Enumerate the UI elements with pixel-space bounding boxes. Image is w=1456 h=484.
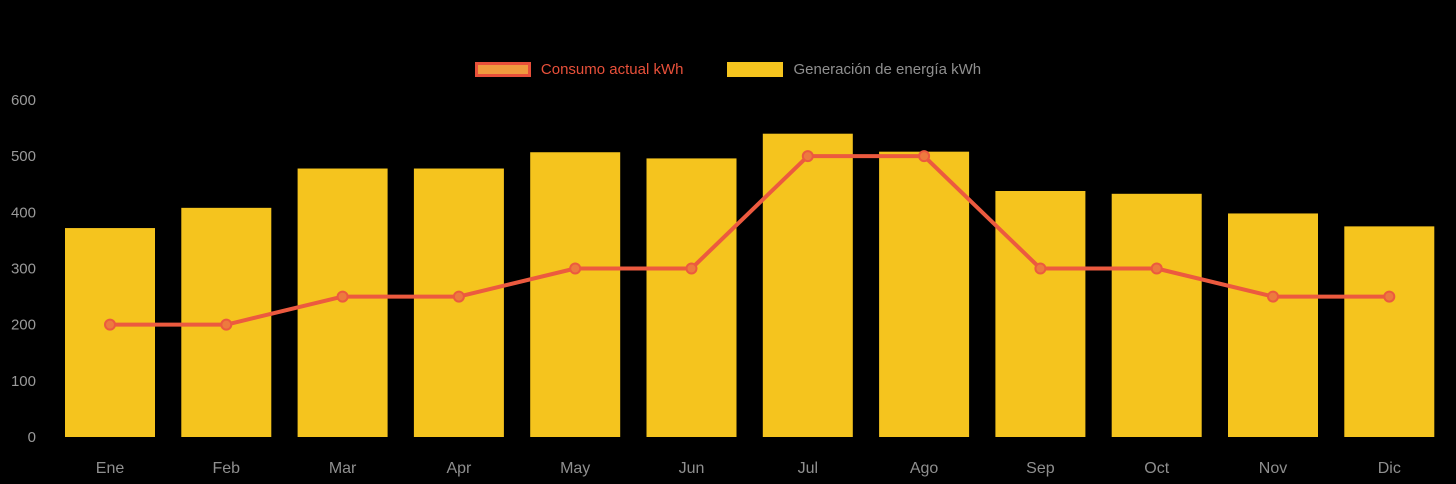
y-tick-label-100: 100 (11, 373, 36, 390)
consumo-point-sep[interactable] (1034, 262, 1047, 275)
legend-label-consumo: Consumo actual kWh (540, 61, 684, 78)
y-tick-label-600: 600 (11, 92, 36, 109)
legend-label-generacion: Generación de energía kWh (793, 61, 982, 78)
bar-jun[interactable] (646, 158, 737, 437)
bar-dic[interactable] (1344, 226, 1435, 437)
legend-item-generacion[interactable]: Generación de energía kWh (727, 62, 981, 77)
consumo-point-apr[interactable] (452, 290, 465, 303)
x-tick-label-ago: Ago (910, 460, 939, 477)
x-tick-label-feb: Feb (213, 460, 241, 477)
bar-ago[interactable] (879, 151, 970, 437)
consumo-point-oct[interactable] (1150, 262, 1163, 275)
x-tick-label-jul: Jul (798, 460, 818, 477)
y-tick-label-400: 400 (11, 204, 36, 221)
x-tick-label-jun: Jun (679, 460, 705, 477)
y-tick-label-0: 0 (28, 429, 36, 446)
x-tick-label-dic: Dic (1378, 460, 1401, 477)
x-tick-label-may: May (560, 460, 590, 477)
x-tick-label-sep: Sep (1026, 460, 1055, 477)
x-tick-label-apr: Apr (446, 460, 472, 477)
x-tick-label-oct: Oct (1144, 460, 1169, 477)
consumo-point-jun[interactable] (685, 262, 698, 275)
consumo-line (108, 154, 1392, 327)
y-tick-label-300: 300 (11, 261, 36, 278)
x-tick-label-mar: Mar (329, 460, 357, 477)
y-tick-label-200: 200 (11, 317, 36, 334)
bar-sep[interactable] (995, 190, 1086, 437)
bar-ene[interactable] (65, 228, 155, 437)
consumo-point-feb[interactable] (220, 318, 233, 331)
consumo-point-jul[interactable] (801, 150, 814, 163)
legend-item-consumo[interactable]: Consumo actual kWh (474, 61, 684, 78)
y-tick-label-500: 500 (11, 148, 36, 165)
bar-jul[interactable] (762, 133, 853, 437)
x-tick-label-nov: Nov (1259, 460, 1287, 477)
chart-legend: Consumo actual kWh Generación de energía… (0, 62, 1456, 77)
bar-nov[interactable] (1228, 213, 1318, 437)
consumo-point-ago[interactable] (918, 150, 931, 163)
consumo-point-mar[interactable] (336, 290, 349, 303)
consumo-point-ene[interactable] (104, 318, 116, 331)
consumo-point-dic[interactable] (1383, 290, 1396, 303)
bar-may[interactable] (530, 152, 621, 438)
x-tick-label-ene: Ene (96, 460, 125, 477)
consumo-swatch-icon (474, 62, 531, 77)
bar-oct[interactable] (1111, 193, 1202, 437)
bar-apr[interactable] (413, 168, 504, 438)
generacion-swatch-icon (727, 62, 784, 77)
consumo-point-nov[interactable] (1267, 290, 1279, 303)
consumo-point-may[interactable] (569, 262, 582, 275)
